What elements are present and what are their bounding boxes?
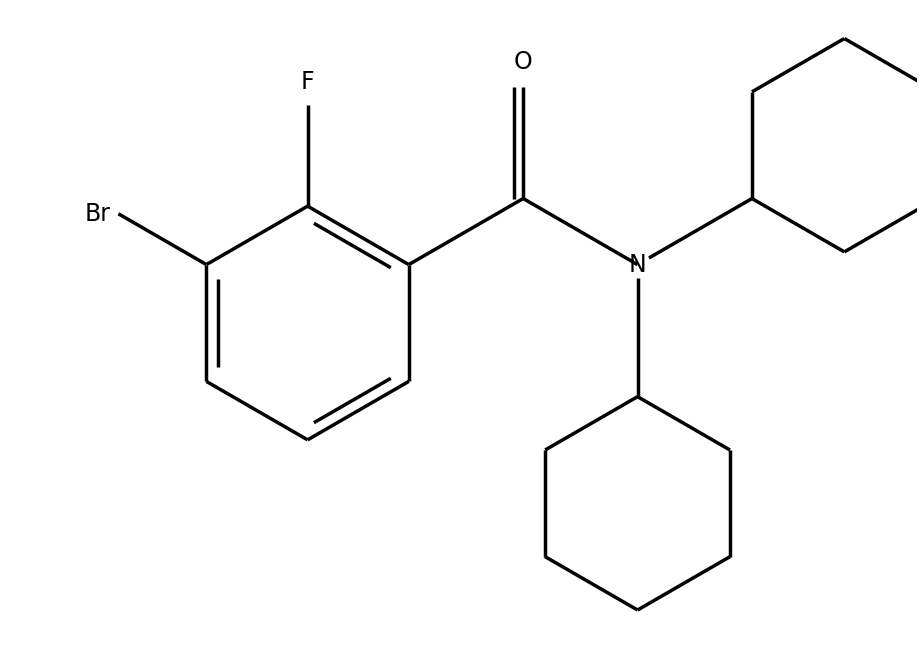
Text: Br: Br [85,202,110,225]
Text: O: O [513,50,532,74]
Text: N: N [628,253,646,276]
Text: F: F [301,70,314,94]
